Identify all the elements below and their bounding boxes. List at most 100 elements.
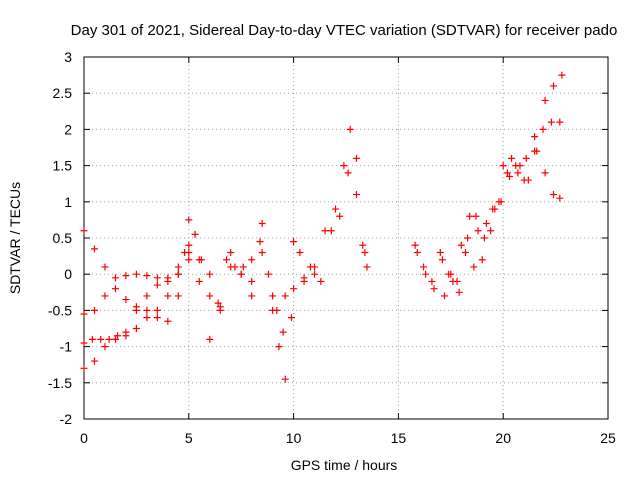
data-point [422, 270, 430, 278]
data-point [340, 162, 348, 170]
data-point [336, 212, 344, 220]
data-point [153, 306, 161, 314]
data-point [300, 274, 308, 282]
data-point [122, 272, 130, 280]
data-point [361, 248, 369, 256]
series-track-d [80, 248, 193, 318]
data-point [352, 191, 360, 199]
data-point [264, 270, 272, 278]
data-point [164, 277, 172, 285]
data-point [122, 328, 130, 336]
data-point [461, 248, 469, 256]
data-point [174, 263, 182, 271]
data-point [132, 306, 140, 314]
data-point [269, 306, 277, 314]
data-point [153, 274, 161, 282]
data-point [449, 277, 457, 285]
data-point [436, 248, 444, 256]
data-point [466, 212, 474, 220]
data-point [279, 328, 287, 336]
data-point [111, 274, 119, 282]
data-point [214, 299, 222, 307]
data-point [508, 154, 516, 162]
data-point [101, 343, 109, 351]
data-point [321, 227, 329, 235]
data-point [191, 230, 199, 238]
series-track-e [411, 71, 566, 285]
y-tick-label: 0.5 [53, 230, 73, 246]
data-point [174, 270, 182, 278]
data-point [101, 292, 109, 300]
grid [84, 57, 608, 419]
data-point [497, 198, 505, 206]
data-point [455, 288, 463, 296]
data-point [413, 248, 421, 256]
data-point [88, 335, 96, 343]
data-point [239, 263, 247, 271]
data-point [480, 234, 488, 242]
data-point [550, 82, 558, 90]
data-point [80, 310, 88, 318]
x-axis-label: GPS time / hours [291, 457, 398, 473]
data-point [438, 256, 446, 264]
data-point [363, 263, 371, 271]
data-point [258, 220, 266, 228]
data-point [522, 154, 530, 162]
data-point [516, 162, 524, 170]
data-point [474, 227, 482, 235]
x-tick-labels: 0 5 10 15 20 25 [80, 430, 616, 446]
data-point [153, 281, 161, 289]
x-tick-label: 5 [185, 430, 193, 446]
y-axis-label: SDTVAR / TECUs [7, 182, 23, 294]
data-point [441, 292, 449, 300]
data-point [430, 285, 438, 293]
data-point [90, 245, 98, 253]
data-point [550, 191, 558, 199]
data-point [311, 270, 319, 278]
data-point [143, 314, 151, 322]
data-point [499, 162, 507, 170]
data-point [275, 343, 283, 351]
data-point [185, 216, 193, 224]
data-point [101, 263, 109, 271]
data-point [541, 169, 549, 177]
data-point [258, 248, 266, 256]
data-point [206, 335, 214, 343]
series-track-g [441, 147, 564, 300]
data-point [290, 285, 298, 293]
data-point [256, 238, 264, 246]
chart-title: Day 301 of 2021, Sidereal Day-to-day VTE… [71, 22, 618, 39]
data-point [281, 375, 289, 383]
data-point [132, 270, 140, 278]
data-point [195, 277, 203, 285]
data-point [556, 118, 564, 126]
data-point [344, 169, 352, 177]
data-point [539, 125, 547, 133]
data-point [327, 227, 335, 235]
data-point [352, 154, 360, 162]
data-point [195, 256, 203, 264]
x-tick-label: 15 [391, 430, 407, 446]
data-point [227, 263, 235, 271]
data-point [487, 227, 495, 235]
x-tick-label: 0 [80, 430, 88, 446]
data-point [105, 335, 113, 343]
data-point [288, 314, 296, 322]
data-point [143, 306, 151, 314]
y-tick-label: 1 [64, 194, 72, 210]
data-point [547, 118, 555, 126]
data-point [346, 125, 354, 133]
data-point [359, 241, 367, 249]
y-tick-label: 2 [64, 121, 72, 137]
y-tick-label: 1.5 [53, 158, 73, 174]
data-point [556, 194, 564, 202]
data-point [503, 169, 511, 177]
data-point [223, 256, 231, 264]
data-point [143, 272, 151, 280]
data-point [90, 357, 98, 365]
data-point [143, 292, 151, 300]
data-point [185, 241, 193, 249]
data-point [164, 292, 172, 300]
data-point [533, 147, 541, 155]
